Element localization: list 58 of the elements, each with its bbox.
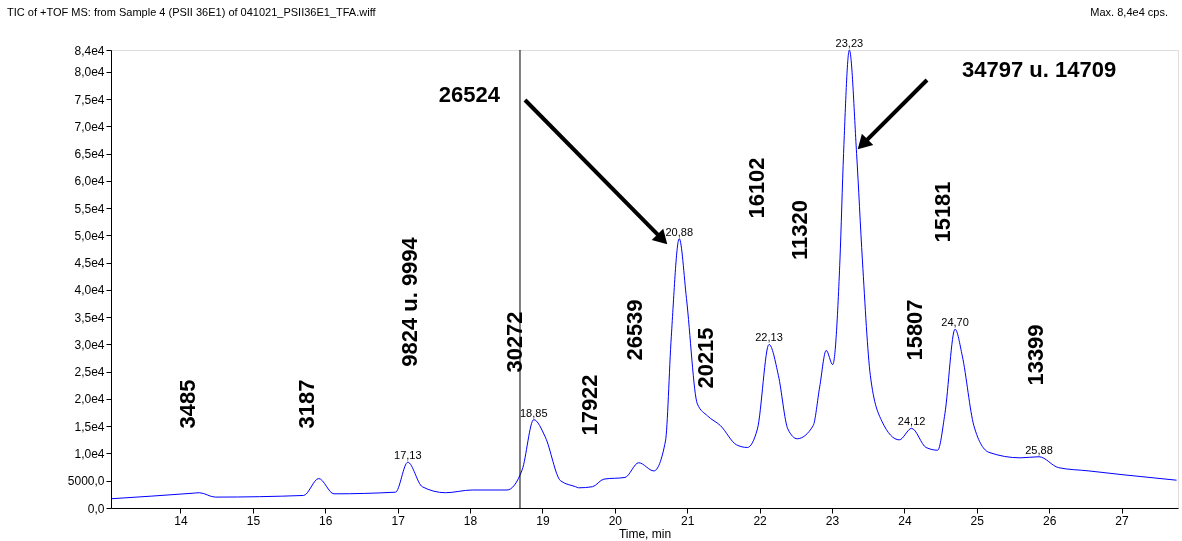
annotation: 15181 [930, 181, 955, 243]
annotation: 20,88 [665, 225, 694, 238]
annotation: 25,88 [1025, 443, 1053, 456]
annotation: 3485 [175, 379, 200, 429]
annotation: 15807 [902, 299, 927, 361]
y-tick-label: 4,0e4 [74, 283, 105, 298]
y-tick-label: 3,5e4 [74, 310, 105, 325]
x-tick-label: 20 [608, 513, 623, 528]
x-tick-label: 14 [174, 513, 188, 528]
annotation: 13399 [1023, 324, 1048, 386]
annotation: 26524 [438, 82, 501, 107]
annotation: 11320 [787, 200, 812, 260]
annotation: 16102 [744, 157, 769, 219]
x-tick-label: 24 [898, 513, 912, 528]
y-tick-label: 8,0e4 [74, 65, 105, 80]
y-tick-label: 3,0e4 [74, 337, 105, 352]
annotation: 9824 u. 9994 [397, 236, 422, 367]
text: Max. 8,4e4 cps. [1090, 6, 1168, 18]
x-tick-label: 27 [1115, 513, 1130, 528]
x-tick-label: 22 [753, 513, 768, 528]
y-tick-label: 6,5e4 [74, 147, 105, 162]
annotation: 23,23 [835, 37, 864, 49]
annotation: 24,12 [897, 415, 926, 428]
annotation: 30272 [502, 311, 527, 373]
y-tick-label: 1,0e4 [74, 446, 105, 461]
x-tick-label: 25 [970, 513, 985, 528]
y-tick-label: 7,5e4 [74, 92, 105, 107]
y-tick-label: 6,0e4 [74, 174, 105, 189]
x-tick-label: 23 [825, 513, 840, 528]
y-tick-label: 2,0e4 [74, 392, 105, 407]
x-axis-title: Time, min [618, 526, 672, 541]
annotation: 17,13 [394, 449, 422, 462]
chart-title: TIC of +TOF MS: from Sample 4 (PSII 36E1) of 041021_PSII36E1_TFA.wiff [7, 6, 377, 18]
x-tick-label: 26 [1042, 513, 1057, 528]
x-tick-label: 19 [536, 513, 550, 528]
annotation: 20215 [693, 327, 718, 389]
y-tick-label: 5000,0 [67, 474, 105, 489]
y-tick-label: 2,5e4 [74, 365, 105, 380]
x-tick-label: 17 [391, 513, 406, 528]
y-tick-label: 1,5e4 [74, 419, 105, 434]
y-tick-label: 5,5e4 [74, 201, 105, 216]
annotation: 17922 [577, 374, 602, 436]
x-tick-label: 21 [681, 513, 695, 528]
line-series [111, 49, 1178, 500]
annotation: 22,13 [755, 331, 783, 344]
annotation: 3187 [294, 379, 319, 429]
y-tick-label: 0,0 [87, 501, 105, 516]
y-tick-label: 5,0e4 [74, 228, 105, 243]
annotation: 34797 u. 14709 [962, 57, 1117, 82]
x-tick-label: 16 [319, 513, 333, 528]
x-tick-label: 18 [463, 513, 478, 528]
annotation: 18,85 [519, 406, 548, 419]
y-tick-label: 8,4e4 [74, 43, 105, 58]
annotation: 26539 [622, 299, 647, 361]
y-tick-label: 7,0e4 [74, 119, 105, 134]
annotation: 24,70 [941, 316, 969, 329]
x-tick-label: 15 [246, 513, 261, 528]
y-tick-label: 4,5e4 [74, 256, 105, 271]
